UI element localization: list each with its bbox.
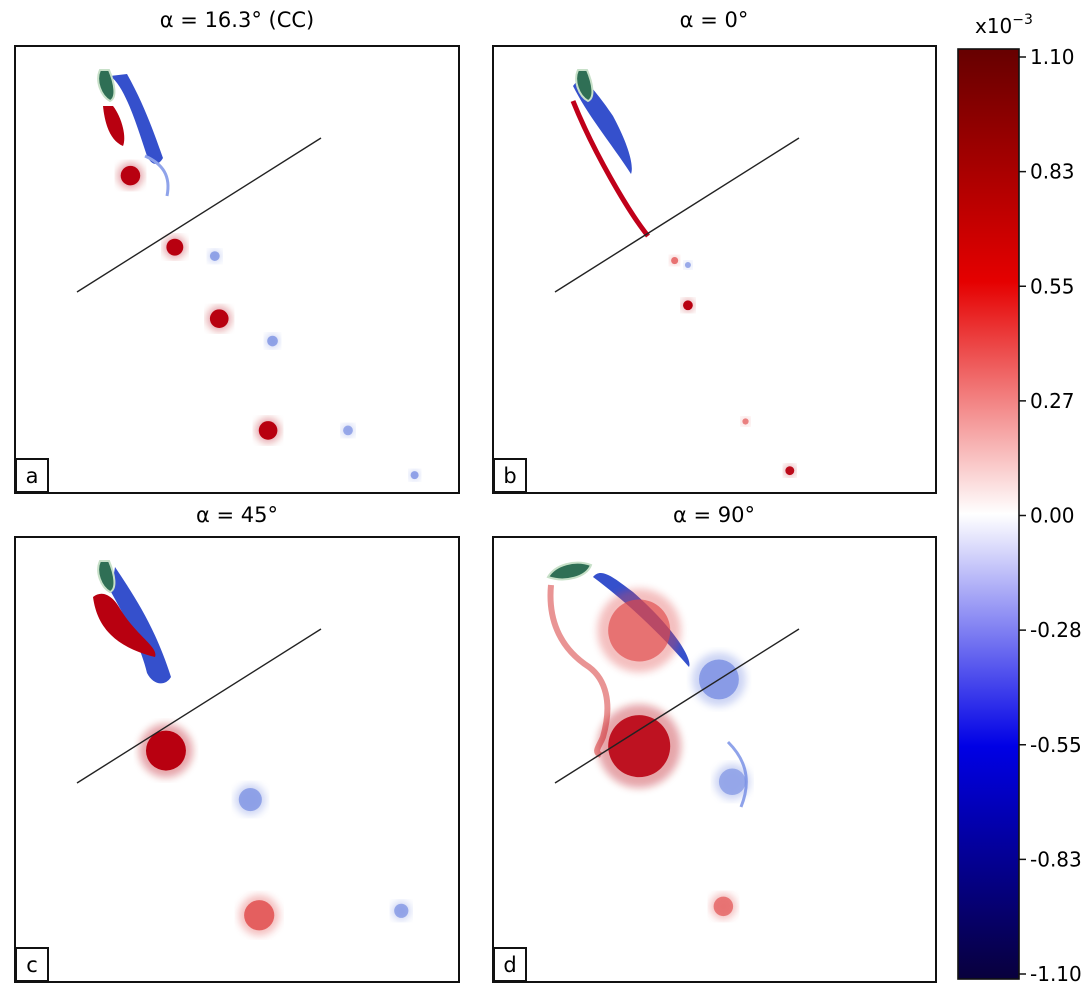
- vortex-core: [394, 903, 409, 918]
- colorbar-exponent-base: x10: [975, 14, 1012, 38]
- colorbar-exponent-sup: −3: [1012, 12, 1033, 28]
- panel-c: c: [14, 536, 460, 983]
- panel-label: c: [26, 953, 38, 977]
- panel-frame: [14, 536, 460, 983]
- panel-background: [15, 537, 459, 982]
- panel-content: [546, 561, 800, 920]
- panel-label-box: [493, 947, 527, 982]
- tail-shape: [97, 69, 116, 103]
- panel-a: a: [14, 45, 460, 494]
- reference-line: [76, 137, 322, 293]
- panel-b: b: [492, 45, 937, 494]
- vortex-core: [166, 238, 184, 256]
- red-wake: [103, 106, 125, 146]
- vortex-core: [258, 421, 278, 440]
- panel-d-title: α = 90°: [673, 503, 755, 527]
- tail-shape: [546, 561, 593, 581]
- colorbar-tick-label: -0.55: [1030, 733, 1082, 757]
- panel-frame: [14, 45, 460, 494]
- panel-background: [15, 46, 459, 493]
- panel-frame: [492, 45, 937, 494]
- blue-trail: [144, 154, 170, 197]
- reference-line: [76, 628, 322, 784]
- vortex-core: [713, 896, 734, 917]
- panel-label-box: [15, 947, 49, 982]
- vortex-core: [410, 471, 419, 480]
- vortex-core: [120, 165, 141, 186]
- vortex-core: [209, 251, 220, 261]
- colorbar: [957, 48, 1020, 980]
- panel-d: d: [492, 536, 937, 983]
- panel-content: [76, 69, 420, 481]
- blue-wake: [110, 74, 163, 164]
- colorbar-tick-label: -0.28: [1030, 618, 1082, 642]
- panel-content: [554, 69, 800, 477]
- colorbar-tick-label: -0.83: [1030, 847, 1082, 871]
- vortex-core: [238, 788, 262, 812]
- vortex-core: [684, 262, 691, 269]
- panel-frame: [492, 536, 937, 983]
- colorbar-exponent: x10−3: [975, 12, 1033, 38]
- panel-content: [76, 560, 411, 936]
- vortex-core: [785, 466, 795, 476]
- colorbar-tick-label: 1.10: [1030, 45, 1075, 69]
- reference-line: [554, 628, 800, 784]
- panel-a-title: α = 16.3° (CC): [160, 8, 314, 32]
- colorbar-tick-label: -1.10: [1030, 962, 1082, 986]
- vortex-core: [267, 335, 278, 347]
- reference-line: [554, 137, 800, 293]
- panel-label-box: [15, 458, 49, 493]
- vortex-core: [608, 715, 671, 778]
- panel-label-box: [493, 458, 527, 493]
- colorbar-tick-label: 0.55: [1030, 274, 1075, 298]
- tail-shape: [97, 560, 116, 594]
- panel-b-title: α = 0°: [680, 8, 749, 32]
- blue-wake: [593, 572, 690, 667]
- blue-wake: [111, 567, 171, 684]
- colorbar-ticks: 1.10 0.83 0.55 0.27 0.00 -0.28 -0.55 -0.83 -1.10: [1019, 45, 1082, 986]
- vortex-core: [718, 768, 746, 796]
- vortex-core: [742, 418, 749, 425]
- red-wake: [93, 593, 156, 657]
- colorbar-tick-label: 0.00: [1030, 504, 1075, 528]
- colorbar-tick-label: 0.83: [1030, 160, 1075, 184]
- tail-shape: [575, 69, 594, 103]
- panel-label: a: [26, 464, 39, 488]
- vortex-core: [608, 599, 671, 662]
- panel-c-title: α = 45°: [196, 503, 278, 527]
- red-streak: [570, 100, 650, 238]
- vortex-core: [343, 425, 353, 436]
- vortex-core: [209, 309, 229, 328]
- vortex-core: [671, 257, 679, 265]
- vortex-core: [145, 730, 186, 771]
- panel-label: d: [503, 953, 516, 977]
- colorbar-tick-label: 0.27: [1030, 389, 1075, 413]
- vortex-core: [683, 300, 693, 311]
- panel-background: [493, 46, 936, 493]
- panel-label: b: [503, 464, 516, 488]
- vortex-core: [244, 900, 275, 931]
